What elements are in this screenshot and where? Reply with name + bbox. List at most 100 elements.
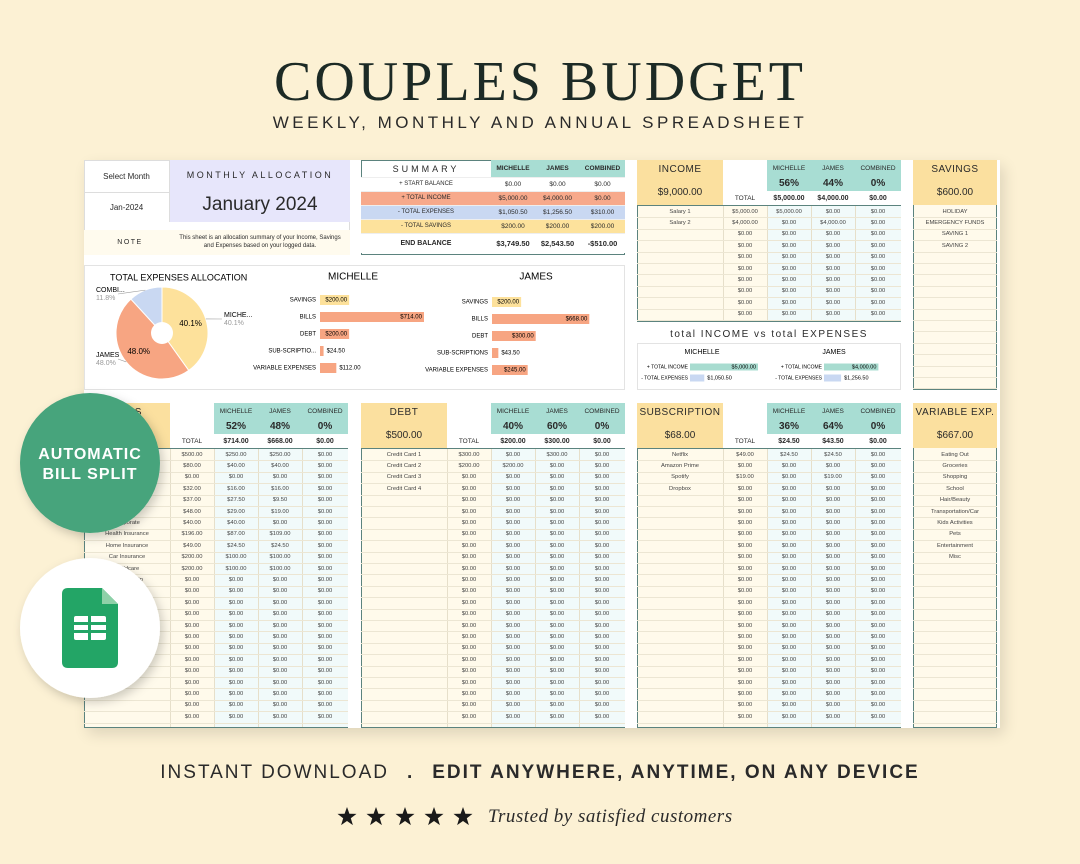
cell: $0.00 — [594, 565, 610, 572]
cell: $0.00 — [781, 622, 797, 629]
row-line — [913, 722, 997, 724]
sheets-grid-line — [74, 630, 106, 633]
cell: $0.00 — [317, 554, 333, 561]
column-divider — [258, 449, 259, 727]
list-item: Kids Activities — [937, 520, 973, 527]
cell: $0.00 — [825, 668, 841, 675]
allocation-box — [170, 160, 350, 222]
cell: $200.00 — [181, 554, 203, 561]
slice-label: 48.0% — [127, 347, 150, 356]
slice-percent: 11.8% — [96, 295, 115, 302]
slice-label: 40.1% — [179, 319, 202, 328]
section-total: $667.00 — [936, 429, 974, 441]
chart-title: MICHELLE — [684, 349, 719, 356]
cell: $250.00 — [269, 451, 291, 458]
cell: $0.00 — [461, 542, 477, 549]
column-percent: 0% — [870, 178, 886, 189]
cell: $0.00 — [737, 242, 753, 249]
row-line — [637, 563, 901, 564]
cell: $0.00 — [461, 508, 477, 515]
cell: $0.00 — [461, 645, 477, 652]
cell: $0.00 — [317, 497, 333, 504]
cell: $16.00 — [227, 485, 245, 492]
summary-column: COMBINED — [584, 165, 621, 172]
cell: $0.00 — [461, 520, 477, 527]
cell: $0.00 — [461, 713, 477, 720]
cell: $0.00 — [549, 463, 565, 470]
cell: $0.00 — [825, 577, 841, 584]
star — [453, 807, 473, 826]
column-total: $5,000.00 — [773, 194, 805, 202]
cell: $0.00 — [549, 508, 565, 515]
cell: $0.00 — [505, 485, 521, 492]
column-name: MICHELLE — [496, 407, 530, 415]
column-name: COMBINED — [307, 407, 343, 415]
cell: $0.00 — [781, 474, 797, 481]
bar-value: $200.00 — [497, 300, 519, 306]
cell: $80.00 — [183, 463, 201, 470]
row-line — [361, 528, 625, 530]
bar-category: + TOTAL INCOME — [781, 364, 823, 370]
cell: $0.00 — [272, 577, 288, 584]
row-line — [361, 551, 625, 553]
cell: $0.00 — [505, 451, 521, 458]
column-divider — [535, 449, 536, 727]
total-label: TOTAL — [734, 194, 756, 202]
row-line — [913, 217, 997, 219]
cell: $0.00 — [781, 702, 797, 709]
summary-column: MICHELLE — [496, 165, 530, 172]
row-line — [913, 377, 997, 378]
cell: $0.00 — [594, 531, 610, 538]
bar-category: SAVINGS — [290, 298, 316, 304]
slice-name: MICHE... — [224, 312, 252, 319]
cell: $300.00 — [546, 451, 568, 458]
column-name: COMBINED — [860, 407, 896, 415]
column-percent: 0% — [594, 421, 610, 432]
cell: $0.00 — [781, 634, 797, 641]
cell: $0.00 — [317, 520, 333, 527]
list-item: Shopping — [942, 474, 968, 481]
cell: $0.00 — [781, 497, 797, 504]
bar-category: - TOTAL EXPENSES — [775, 375, 822, 381]
cell: $0.00 — [317, 474, 333, 481]
row-line — [913, 563, 997, 564]
cell: $0.00 — [737, 599, 753, 606]
cell: $0.00 — [228, 474, 244, 481]
summary-value: $0.00 — [594, 194, 611, 202]
cell: $0.00 — [461, 668, 477, 675]
section-title-box — [361, 403, 447, 448]
cell: $0.00 — [737, 668, 753, 675]
cell: $0.00 — [317, 531, 333, 538]
chart-title: JAMES — [519, 272, 553, 283]
cell: $0.00 — [317, 702, 333, 709]
row-line — [361, 597, 625, 599]
cell: $0.00 — [825, 656, 841, 663]
section-frame — [913, 403, 997, 728]
cell: $0.00 — [825, 691, 841, 698]
list-item: School — [946, 485, 964, 492]
cell: $0.00 — [870, 577, 886, 584]
cell: $0.00 — [737, 713, 753, 720]
cell: $0.00 — [317, 485, 333, 492]
cell: $0.00 — [505, 679, 521, 686]
column-name: MICHELLE — [772, 164, 806, 172]
select-label: Select Month — [84, 160, 170, 193]
cell: $40.00 — [271, 463, 289, 470]
row-line — [637, 471, 901, 473]
cell: $0.00 — [184, 634, 200, 641]
summary-value: -$510.00 — [587, 238, 618, 248]
column-percent: 0% — [317, 421, 333, 432]
cell: $0.00 — [737, 508, 753, 515]
cell: $0.00 — [594, 463, 610, 470]
list-item: Entertainment — [936, 542, 974, 549]
cell: $0.00 — [549, 611, 565, 618]
column-name: JAMES — [822, 164, 844, 172]
cell: $0.00 — [505, 520, 521, 527]
cell: $0.00 — [184, 691, 200, 698]
cell: $0.00 — [870, 565, 886, 572]
section-title: VARIABLE EXP. — [915, 406, 995, 418]
cell: Credit Card 4 — [386, 485, 422, 492]
column-total: $668.00 — [267, 437, 293, 445]
cell: $0.00 — [505, 702, 521, 709]
bar — [690, 363, 758, 371]
